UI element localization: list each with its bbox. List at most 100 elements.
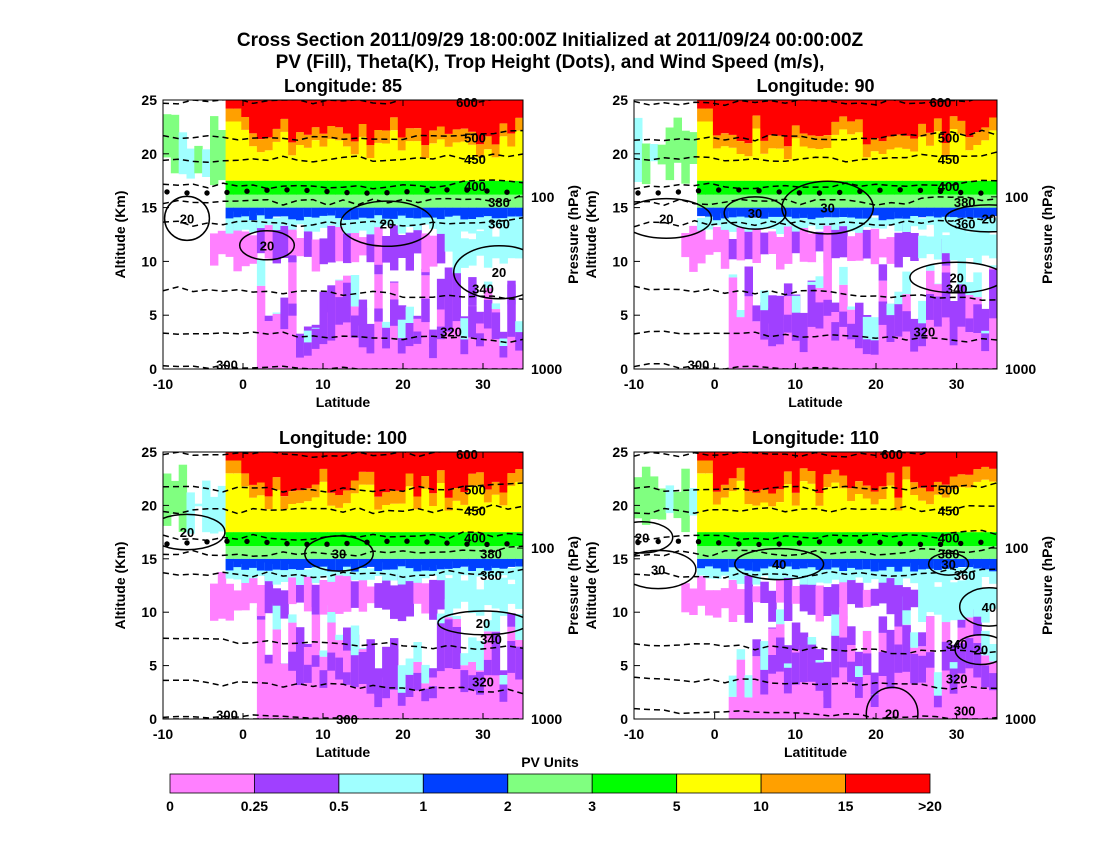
theta-contour-line [163, 153, 523, 164]
theta-contour-label: 300 [954, 704, 976, 719]
tropopause-dot [796, 540, 803, 546]
tropopause-dot [695, 539, 702, 545]
right-tick-label: 100 [531, 189, 555, 205]
wind-speed-contour [437, 610, 523, 636]
theta-contour-label: 300 [216, 708, 238, 723]
right-axis-label: Pressure (hPa) [565, 185, 581, 284]
pv-fill [163, 452, 523, 719]
theta-contour-line [634, 676, 997, 690]
figure-title-line1: Cross Section 2011/09/29 18:00:00Z Initi… [236, 30, 864, 51]
theta-contour-line [634, 362, 997, 369]
theta-contour-line [163, 545, 523, 557]
theta-contour-line [634, 529, 997, 541]
tropopause-dot [917, 187, 924, 193]
wind-speed-contour [781, 180, 875, 235]
right-tick-label: 1000 [531, 711, 562, 727]
tropopause-dot [304, 541, 310, 547]
tropopause-dot [877, 187, 883, 193]
plot-frame [162, 99, 524, 370]
theta-contour-line [634, 179, 997, 190]
theta-contour-line [163, 100, 523, 105]
tropopause-dot [244, 538, 250, 545]
x-tick-label: 10 [315, 726, 331, 742]
tropopause-dot [164, 189, 170, 195]
theta-contour-label: 340 [472, 281, 494, 296]
theta-contour-label: 600 [930, 95, 952, 110]
right-axis-label: Pressure (hPa) [565, 536, 581, 635]
theta-contour-label: 600 [881, 447, 903, 462]
theta-contour-line [634, 330, 997, 343]
right-axis: 1000 100 Pressure (hPa) [517, 536, 581, 727]
wind-speed-label: 20 [982, 211, 996, 226]
right-tick-label: 1000 [1005, 711, 1036, 727]
tropopause-dot [756, 541, 762, 548]
wind-speed-contour [163, 195, 211, 242]
x-tick-label: -10 [624, 376, 644, 392]
theta-contour-line [163, 637, 523, 651]
tropopause-dot [776, 189, 782, 195]
x-axis-label: Latitude [788, 394, 843, 410]
y-tick-label: 10 [141, 604, 157, 620]
y-axis: 0 5 10 15 20 25 Altitude (Km) [112, 444, 169, 727]
figure-title-line2: PV (Fill), Theta(K), Trop Height (Dots),… [275, 52, 825, 73]
y-tick-label: 5 [620, 307, 628, 323]
theta-contour-label: 400 [464, 530, 486, 545]
x-axis: -10 0 10 20 30 Latitude [624, 100, 965, 410]
x-tick-label: 10 [788, 376, 804, 392]
wind-speed-contour [909, 261, 997, 294]
wind-speed-contour [163, 513, 226, 551]
wind-speed-contours: 20 20 20 20 [163, 195, 523, 300]
panel-title: Longitude: 100 [279, 428, 407, 448]
wind-speed-label: 20 [180, 211, 194, 226]
theta-contour-label: 380 [954, 195, 976, 210]
right-tick-label: 1000 [531, 361, 562, 377]
tropopause-dot [484, 541, 490, 548]
tropopause-dot [464, 187, 470, 193]
tropopause-dot [635, 539, 641, 546]
tropopause-dot [404, 189, 410, 195]
y-tick-label: 10 [141, 253, 157, 269]
theta-contour-label: 500 [938, 482, 960, 497]
tropopause-dot [958, 540, 964, 547]
wind-speed-contour [238, 230, 296, 261]
theta-contour-line [163, 714, 523, 719]
tropopause-dot [184, 540, 190, 546]
x-tick-label: 30 [475, 376, 491, 392]
x-tick-label: 10 [315, 376, 331, 392]
tropopause-dot [204, 190, 210, 196]
theta-contour-label: 500 [464, 482, 486, 497]
right-tick-label: 100 [1005, 189, 1029, 205]
theta-contour-line [634, 129, 997, 142]
tropopause-dot [484, 188, 490, 194]
tropopause-dots [635, 538, 984, 548]
x-tick-label: 20 [395, 726, 411, 742]
panel-title: Longitude: 90 [757, 76, 875, 96]
tropopause-dot [837, 538, 843, 544]
y-axis-label: Altitude (Km) [583, 542, 599, 630]
pv-fill [634, 100, 997, 369]
tropopause-dots [164, 187, 510, 196]
wind-speed-label: 30 [820, 201, 834, 216]
theta-contour-label: 450 [464, 152, 486, 167]
panel-title: Longitude: 85 [284, 76, 402, 96]
x-axis-label: Latititude [784, 744, 847, 760]
theta-contour-label: 320 [440, 324, 462, 339]
theta-contour-line [163, 679, 523, 695]
y-tick-label: 5 [620, 658, 628, 674]
wind-speed-label: 40 [772, 557, 786, 572]
theta-contour-label: 320 [946, 671, 968, 686]
theta-contour-line [163, 193, 523, 207]
tropopause-dot [716, 540, 722, 546]
x-tick-label: 0 [711, 726, 719, 742]
theta-contour-label: 360 [488, 217, 510, 232]
tropopause-dot [324, 188, 330, 195]
x-tick-label: -10 [153, 376, 173, 392]
wind-speed-label: 20 [380, 217, 394, 232]
theta-contour-line [163, 216, 523, 228]
theta-contour-line [634, 214, 997, 228]
x-tick-label: 30 [949, 376, 965, 392]
tropopause-dot [364, 190, 370, 196]
theta-contour-line [163, 179, 523, 190]
